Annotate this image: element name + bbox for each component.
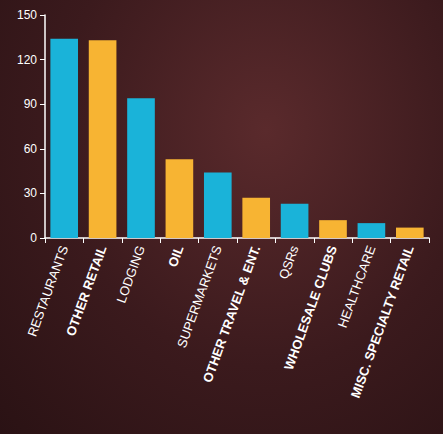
svg-text:MISC. SPECIALTY RETAIL: MISC. SPECIALTY RETAIL (348, 243, 417, 400)
svg-text:OIL: OIL (165, 243, 187, 269)
svg-text:LODGING: LODGING (113, 243, 148, 304)
svg-text:150: 150 (17, 8, 37, 22)
svg-text:SUPERMARKETS: SUPERMARKETS (173, 243, 225, 350)
svg-text:OTHER TRAVEL & ENT.: OTHER TRAVEL & ENT. (200, 243, 264, 384)
svg-text:60: 60 (24, 142, 38, 156)
svg-text:90: 90 (24, 97, 38, 111)
svg-text:QSRs: QSRs (276, 243, 302, 281)
svg-text:120: 120 (17, 53, 37, 67)
svg-text:HEALTHCARE: HEALTHCARE (335, 243, 379, 330)
svg-text:WHOLESALE CLUBS: WHOLESALE CLUBS (281, 243, 340, 372)
svg-text:0: 0 (30, 231, 37, 245)
svg-text:RESTAURANTS: RESTAURANTS (24, 243, 71, 338)
svg-text:30: 30 (24, 186, 38, 200)
svg-text:OTHER RETAIL: OTHER RETAIL (63, 243, 110, 338)
